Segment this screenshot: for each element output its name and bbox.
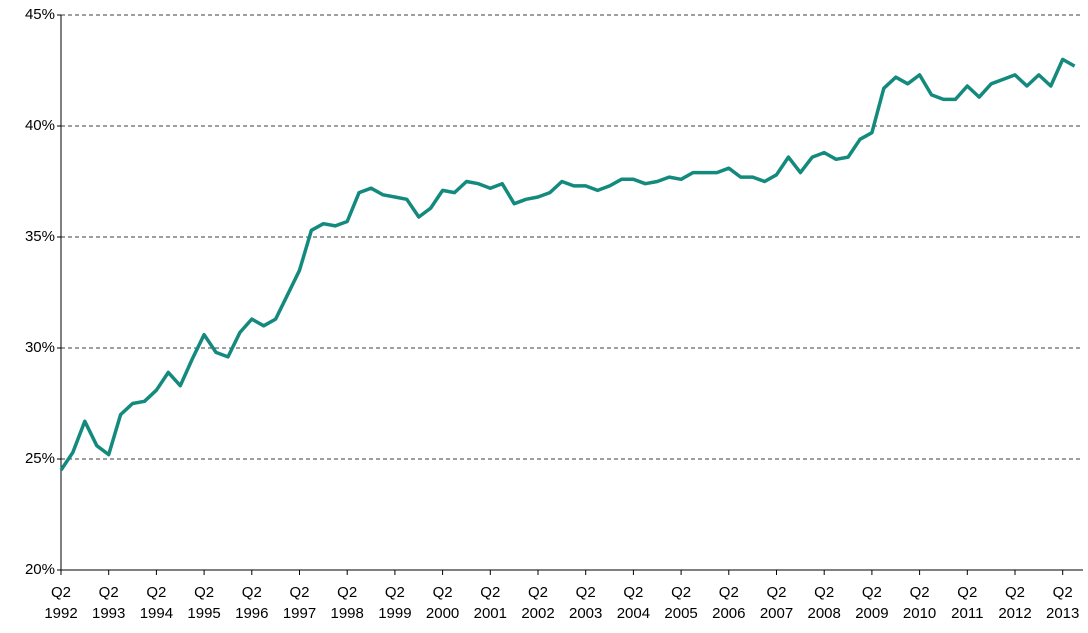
data-line [59, 57, 1076, 472]
x-tick-label: Q2 2001 [473, 584, 507, 622]
y-tick-label: 25% [25, 450, 55, 467]
x-tick-label: Q2 1997 [282, 584, 317, 622]
x-tick-label: Q2 1993 [92, 584, 126, 622]
x-tick-label: Q2 2005 [664, 584, 698, 622]
x-tick-label: Q2 2013 [1046, 584, 1080, 622]
y-tick-label: 30% [25, 339, 55, 356]
x-tick-label: Q2 2008 [807, 584, 841, 622]
x-tick-label: Q2 1996 [235, 584, 269, 622]
x-tick-label: Q2 1995 [187, 584, 221, 622]
x-tick-label: Q2 2009 [855, 584, 889, 622]
x-tick-label: Q2 2006 [712, 584, 746, 622]
x-tick-label: Q2 1999 [378, 584, 412, 622]
x-tick-label: Q2 2000 [425, 584, 460, 622]
y-tick-label: 35% [25, 228, 55, 245]
x-tick-label: Q2 2004 [616, 584, 651, 622]
x-tick-label: Q2 2010 [902, 584, 937, 622]
y-tick-label: 45% [25, 6, 55, 23]
y-tick-label: 40% [25, 117, 55, 134]
x-tick-label: Q2 2007 [759, 584, 794, 622]
x-tick-label: Q2 2002 [521, 584, 555, 622]
x-tick-label: Q2 2003 [569, 584, 603, 622]
x-tick-label: Q2 2011 [951, 584, 984, 622]
x-tick-label: Q2 1994 [139, 584, 174, 622]
x-tick-label: Q2 1998 [330, 584, 364, 622]
x-tick-label: Q2 2012 [998, 584, 1032, 622]
x-tick-label: Q2 1992 [44, 584, 78, 622]
y-tick-label: 20% [25, 561, 55, 578]
